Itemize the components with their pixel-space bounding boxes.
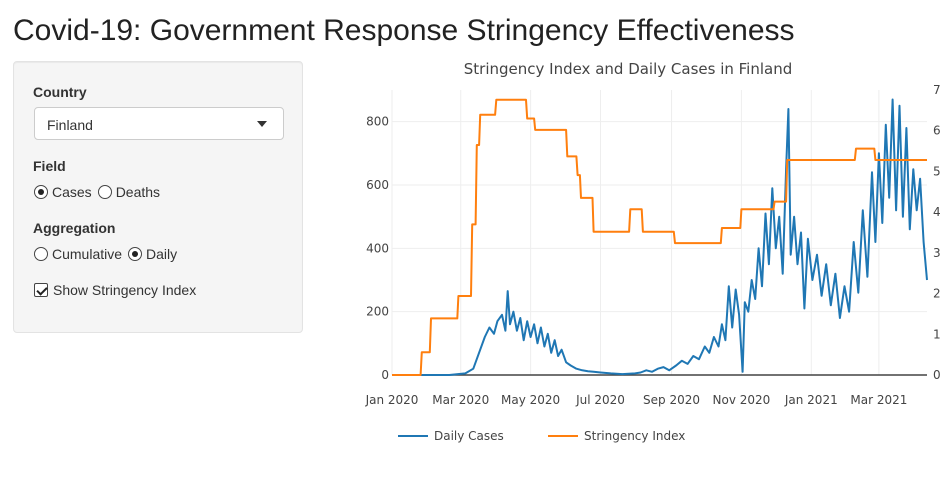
chart-legend[interactable]: Daily Cases Stringency Index xyxy=(398,429,685,443)
y-right-tick-label: 4 xyxy=(933,205,941,219)
y-left-tick-label: 200 xyxy=(366,305,389,319)
field-radio-group: Cases Deaths xyxy=(34,184,166,200)
daily-cases-line xyxy=(392,98,928,376)
y-right-tick-label: 3 xyxy=(933,246,941,260)
country-selected-value: Finland xyxy=(47,117,93,133)
country-select[interactable]: Finland xyxy=(34,107,284,140)
right-axis-ticks: 0 1 2 3 4 5 6 7 xyxy=(933,83,941,382)
x-tick-label: Jul 2020 xyxy=(575,393,625,407)
checkbox-icon[interactable] xyxy=(34,283,48,297)
sidebar-panel: Country Finland Field Cases Deaths Aggre… xyxy=(13,61,303,333)
y-left-tick-label: 0 xyxy=(381,368,389,382)
stringency-cases-chart: Stringency Index and Daily Cases in Finl… xyxy=(365,60,941,443)
x-axis-ticks: Jan 2020 Mar 2020 May 2020 Jul 2020 Sep 2020… xyxy=(365,393,908,407)
aggregation-option-label: Cumulative xyxy=(52,246,123,262)
left-axis-ticks: 0 200 400 600 800 xyxy=(366,115,389,382)
x-tick-label: Jan 2021 xyxy=(784,393,838,407)
y-right-tick-label: 0 xyxy=(933,368,941,382)
y-right-tick-label: 2 xyxy=(933,287,941,301)
aggregation-label: Aggregation xyxy=(33,220,116,236)
y-right-tick-label: 7 xyxy=(933,83,941,97)
radio-button-icon[interactable] xyxy=(128,247,143,261)
x-tick-label: Sep 2020 xyxy=(643,393,700,407)
chart-title: Stringency Index and Daily Cases in Finl… xyxy=(464,60,793,78)
page-title: Covid-19: Government Response Stringency… xyxy=(13,14,795,47)
field-label: Field xyxy=(33,158,66,174)
radio-button-icon[interactable] xyxy=(34,247,48,261)
x-tick-label: Jan 2020 xyxy=(365,393,419,407)
stringency-checkbox-row[interactable]: Show Stringency Index xyxy=(34,282,196,298)
y-right-tick-label: 5 xyxy=(933,164,941,178)
aggregation-radio-group: Cumulative Daily xyxy=(34,246,183,262)
chart-grid xyxy=(391,90,927,376)
field-option-label: Deaths xyxy=(115,184,161,200)
chevron-down-icon xyxy=(257,121,267,127)
x-tick-label: Nov 2020 xyxy=(713,393,771,407)
stringency-index-line xyxy=(392,98,927,376)
radio-button-icon[interactable] xyxy=(34,185,48,199)
series-lines xyxy=(392,98,928,376)
field-option-deaths[interactable]: Deaths xyxy=(97,184,161,200)
x-tick-label: May 2020 xyxy=(501,393,560,407)
aggregation-option-cumulative[interactable]: Cumulative xyxy=(34,246,122,262)
y-left-tick-label: 400 xyxy=(366,241,389,255)
country-label: Country xyxy=(33,84,87,100)
stringency-checkbox-label: Show Stringency Index xyxy=(53,282,197,298)
x-tick-label: Mar 2021 xyxy=(850,393,907,407)
legend-label: Daily Cases xyxy=(434,429,504,443)
y-right-tick-label: 6 xyxy=(933,124,941,138)
x-tick-label: Mar 2020 xyxy=(432,393,489,407)
chart-container: Stringency Index and Daily Cases in Finl… xyxy=(330,52,951,472)
field-option-label: Cases xyxy=(52,184,92,200)
field-option-cases[interactable]: Cases xyxy=(34,184,92,200)
aggregation-option-label: Daily xyxy=(146,246,178,262)
y-left-tick-label: 800 xyxy=(366,115,389,129)
y-right-tick-label: 1 xyxy=(933,327,941,341)
y-left-tick-label: 600 xyxy=(366,178,389,192)
radio-button-icon[interactable] xyxy=(97,185,112,199)
legend-label: Stringency Index xyxy=(584,429,685,443)
aggregation-option-daily[interactable]: Daily xyxy=(128,246,177,262)
